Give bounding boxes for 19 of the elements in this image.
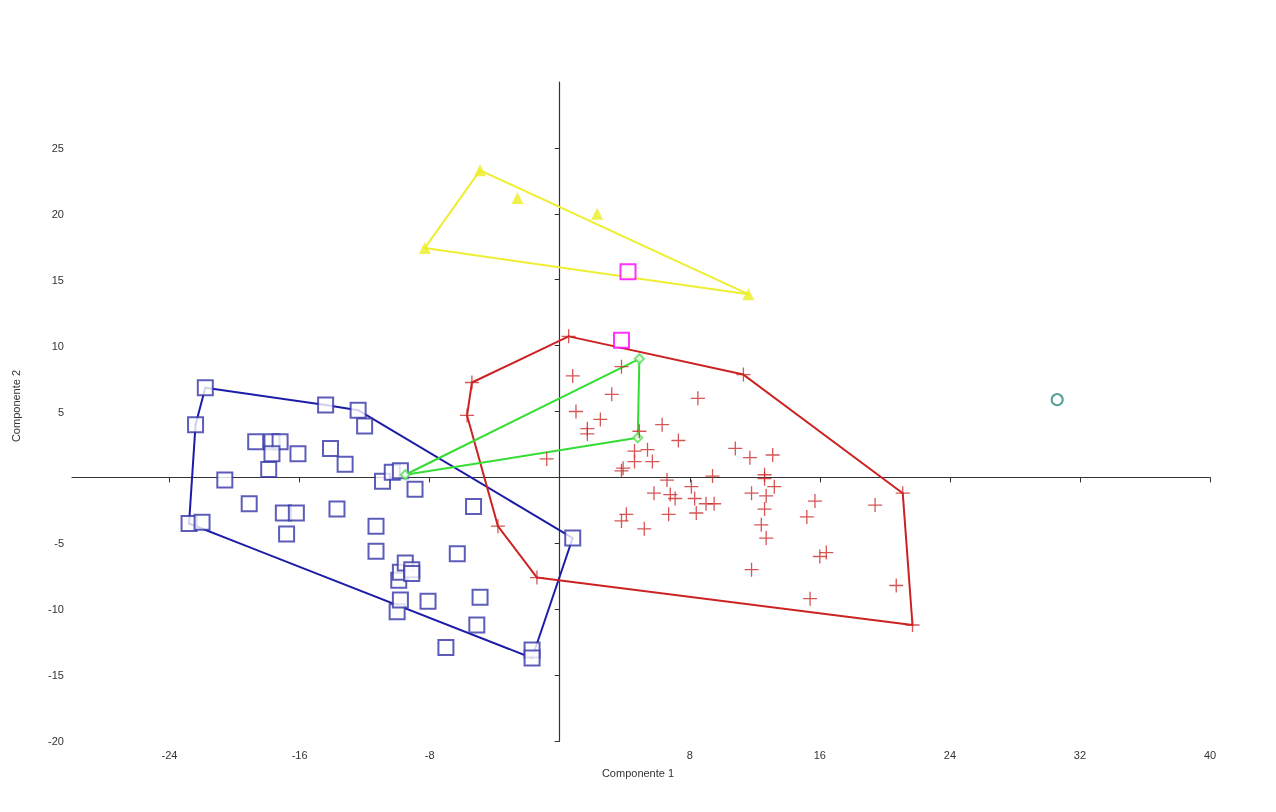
x-tick-label: -16 [291,748,308,761]
x-tick-label: 32 [1073,748,1087,761]
y-axis-title: Componente 2 [9,369,22,443]
y-tick-label: 15 [51,273,64,286]
x-tick-label: 8 [686,748,693,761]
y-tick-label: 25 [51,141,64,154]
y-tick-label: -15 [48,669,64,682]
x-tick-label: -24 [161,748,178,761]
y-tick-label: -10 [48,603,64,616]
x-tick-label: 16 [813,748,826,761]
y-tick-label: -20 [48,735,64,747]
y-tick-label: 20 [51,207,64,220]
y-tick-label: -5 [54,537,64,550]
y-tick-label: 10 [51,339,64,352]
x-axis-title: Componente 1 [601,766,675,779]
x-tick-label: 24 [943,748,957,761]
x-tick-label: -8 [424,748,435,761]
x-tick-label: 40 [1203,748,1217,761]
y-tick-label: 5 [57,405,64,418]
